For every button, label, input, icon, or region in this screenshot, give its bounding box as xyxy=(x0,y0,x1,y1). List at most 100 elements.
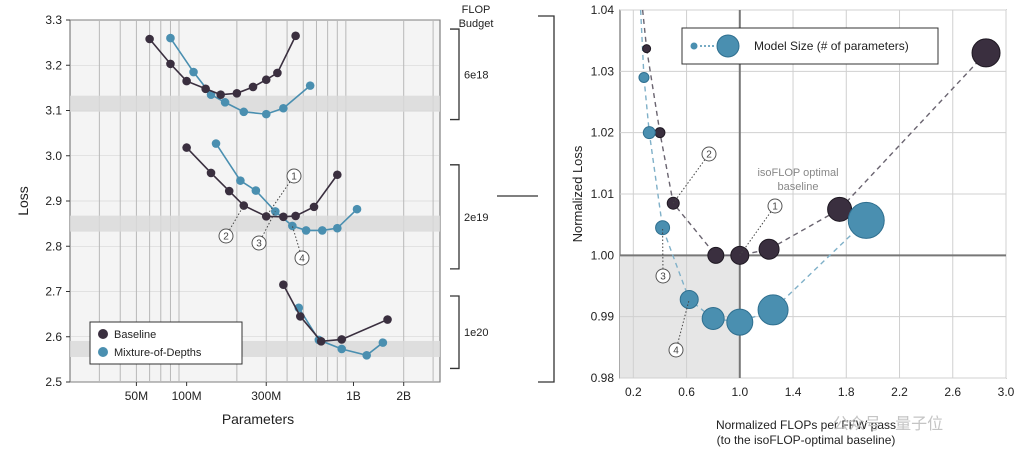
right-x-sublabel: (to the isoFLOP-optimal baseline) xyxy=(717,433,896,447)
left-ytick-label: 3.0 xyxy=(45,149,62,163)
baseline-point xyxy=(249,83,258,92)
baseline-norm-point xyxy=(708,247,724,263)
isoflop-label-line2: baseline xyxy=(778,181,819,193)
watermark: 公众号 · 量子位 xyxy=(833,415,943,433)
baseline-point xyxy=(273,69,282,78)
baseline-point xyxy=(317,337,326,346)
isoflop-label-line1: isoFLOP optimal xyxy=(757,167,838,179)
right-xtick-label: 0.6 xyxy=(678,385,695,399)
left-annotation-3-text: 3 xyxy=(256,239,262,250)
baseline-point xyxy=(216,90,225,99)
budget-header-line2: Budget xyxy=(459,18,494,30)
left-annotation-1-text: 1 xyxy=(291,172,297,183)
budget-label: 6e18 xyxy=(464,69,488,81)
right-legend-label: Model Size (# of parameters) xyxy=(754,39,909,53)
right-xtick-label: 2.2 xyxy=(891,385,908,399)
legend-baseline-marker xyxy=(98,329,108,339)
baseline-point xyxy=(291,212,300,221)
baseline-norm-point xyxy=(972,39,1000,67)
left-annotation-4: 4 xyxy=(295,251,309,265)
baseline-point xyxy=(291,32,300,41)
mod-point xyxy=(279,104,288,113)
right-ytick-label: 1.01 xyxy=(591,187,615,201)
budget-header-line1: FLOP xyxy=(462,4,491,16)
right-xtick-label: 0.2 xyxy=(625,385,642,399)
mod-norm-point xyxy=(848,202,884,238)
right-xtick-label: 1.8 xyxy=(838,385,855,399)
right-annotation-4-text: 4 xyxy=(673,346,679,357)
legend-mod-label: Mixture-of-Depths xyxy=(114,347,202,359)
right-annotation-2: 2 xyxy=(702,147,716,161)
right-ytick-label: 0.99 xyxy=(591,310,615,324)
budget-bracket xyxy=(450,29,459,120)
left-ytick-label: 2.9 xyxy=(45,194,62,208)
left-ytick-label: 2.6 xyxy=(45,330,62,344)
mod-point xyxy=(221,98,230,107)
budget-label: 2e19 xyxy=(464,212,488,224)
left-ytick-label: 3.3 xyxy=(45,13,62,27)
right-ytick-label: 1.02 xyxy=(591,126,615,140)
mod-point xyxy=(262,110,271,119)
right-annotation-4: 4 xyxy=(669,343,683,357)
mod-norm-point xyxy=(727,309,753,335)
mod-point xyxy=(302,226,311,235)
right-ytick-label: 1.04 xyxy=(591,3,615,17)
right-ytick-label: 1.03 xyxy=(591,64,615,78)
left-x-label: Parameters xyxy=(222,411,294,427)
budget-bracket xyxy=(450,296,459,368)
baseline-point xyxy=(310,203,319,212)
mod-norm-point xyxy=(758,295,788,325)
big-bracket xyxy=(538,16,554,382)
left-xtick-label: 1B xyxy=(346,389,361,403)
right-ytick-label: 0.98 xyxy=(591,371,615,385)
left-annotation-2-text: 2 xyxy=(223,232,229,243)
baseline-point xyxy=(182,143,191,152)
left-y-label: Loss xyxy=(15,186,31,216)
baseline-point xyxy=(182,77,191,86)
right-annotation-2-text: 2 xyxy=(706,150,712,161)
mod-point xyxy=(239,108,248,117)
legend-baseline-label: Baseline xyxy=(114,329,156,341)
mod-point xyxy=(166,34,175,43)
budget-label: 1e20 xyxy=(464,327,488,339)
baseline-point xyxy=(262,75,271,84)
left-xtick-label: 50M xyxy=(125,389,148,403)
left-xtick-label: 100M xyxy=(172,389,202,403)
right-annotation-3: 3 xyxy=(656,269,670,283)
left-ytick-label: 2.7 xyxy=(45,285,62,299)
left-annotation-2: 2 xyxy=(219,229,233,243)
mod-norm-point xyxy=(702,308,724,330)
baseline-point xyxy=(296,312,305,321)
mod-point xyxy=(212,139,221,148)
baseline-norm-point xyxy=(655,128,665,138)
legend-mod-marker xyxy=(98,347,108,357)
right-xtick-label: 2.6 xyxy=(944,385,961,399)
baseline-point xyxy=(225,187,234,196)
left-xtick-label: 2B xyxy=(396,389,411,403)
right-xtick-label: 3.0 xyxy=(998,385,1015,399)
right-annotation-1: 1 xyxy=(768,199,782,213)
right-ytick-label: 1.00 xyxy=(591,248,615,262)
mod-point xyxy=(333,224,342,233)
mod-norm-point xyxy=(643,127,655,139)
baseline-point xyxy=(279,280,288,289)
left-legend: Baseline Mixture-of-Depths xyxy=(90,322,242,364)
left-annotation-4-text: 4 xyxy=(299,254,305,265)
baseline-point xyxy=(201,84,210,93)
optimal-band xyxy=(70,216,440,232)
mod-point xyxy=(362,351,371,360)
right-annotation-3-text: 3 xyxy=(660,272,666,283)
budget-bracket xyxy=(450,165,459,269)
mod-point xyxy=(337,345,346,354)
right-y-label: Normalized Loss xyxy=(570,145,585,242)
baseline-point xyxy=(383,315,392,324)
baseline-norm-point xyxy=(759,239,779,259)
baseline-point xyxy=(166,60,175,69)
baseline-point xyxy=(333,170,342,179)
mod-point xyxy=(288,222,297,231)
left-ytick-label: 2.5 xyxy=(45,375,62,389)
budget-brackets: 6e18 2e19 1e20 xyxy=(450,29,488,368)
left-ytick-label: 2.8 xyxy=(45,239,62,253)
